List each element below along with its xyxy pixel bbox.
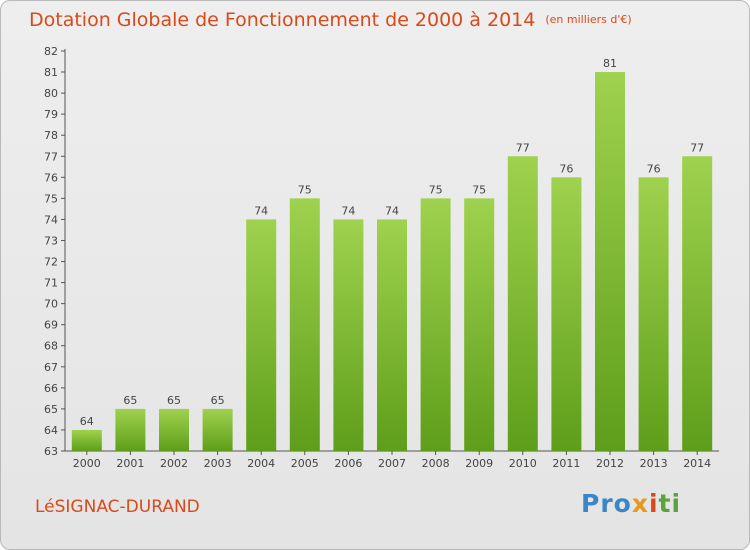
unit-note: (en milliers d'€) [545,13,632,26]
x-tick-label: 2007 [378,457,406,470]
y-tick-label: 76 [44,171,58,184]
bar-value-label: 65 [123,394,137,407]
x-tick-label: 2012 [596,457,624,470]
bar-2011 [551,177,582,451]
x-tick-label: 2005 [291,457,319,470]
bar-value-label: 75 [472,183,486,196]
bar-value-label: 76 [647,162,661,175]
bar-value-label: 75 [298,183,312,196]
bar-2006 [333,219,364,451]
bar-value-label: 74 [341,204,355,217]
y-tick-label: 75 [44,192,58,205]
y-tick-label: 72 [44,256,58,269]
x-tick-label: 2011 [552,457,580,470]
x-tick-label: 2003 [204,457,232,470]
y-tick-label: 71 [44,277,58,290]
x-tick-label: 2006 [334,457,362,470]
logo-part-1: Pro [581,489,632,518]
x-tick-label: 2013 [640,457,668,470]
y-tick-label: 79 [44,108,58,121]
bar-value-label: 65 [167,394,181,407]
y-tick-label: 80 [44,87,58,100]
y-tick-label: 77 [44,150,58,163]
y-tick-label: 64 [44,424,58,437]
bar-value-label: 76 [559,162,573,175]
bar-2014 [682,156,713,451]
bar-value-label: 81 [603,57,617,70]
logo-part-2: x [631,489,649,518]
y-tick-label: 65 [44,403,58,416]
y-tick-label: 66 [44,382,58,395]
y-tick-label: 67 [44,361,58,374]
bar-2008 [420,198,451,451]
x-tick-label: 2009 [465,457,493,470]
y-tick-label: 70 [44,298,58,311]
bar-value-label: 77 [516,141,530,154]
y-tick-label: 74 [44,213,58,226]
bar-2004 [246,219,277,451]
y-tick-label: 82 [44,45,58,58]
bar-2010 [507,156,538,451]
bar-2009 [464,198,495,451]
bar-2002 [159,408,189,451]
y-tick-label: 78 [44,129,58,142]
x-tick-label: 2000 [73,457,101,470]
x-tick-label: 2008 [422,457,450,470]
y-tick-label: 69 [44,319,58,332]
x-tick-label: 2010 [509,457,537,470]
place-name: LéSIGNAC-DURAND [35,497,200,517]
bar-2012 [595,72,625,451]
title-text: Dotation Globale de Fonctionnement de 20… [29,9,536,31]
bar-2005 [289,198,320,451]
bar-value-label: 75 [429,183,443,196]
x-tick-label: 2014 [683,457,711,470]
bar-2013 [638,177,669,451]
bar-value-label: 74 [254,204,268,217]
bar-2000 [71,429,102,451]
x-tick-label: 2004 [247,457,275,470]
y-tick-label: 73 [44,234,58,247]
bar-value-label: 65 [211,394,225,407]
bar-value-label: 77 [690,141,704,154]
bar-2001 [115,408,146,451]
logo-part-4: ti [658,489,682,518]
logo-part-3: i [648,489,659,518]
x-tick-label: 2002 [160,457,188,470]
proxiti-logo[interactable]: Proxiti [581,489,681,518]
bar-value-label: 74 [385,204,399,217]
x-tick-label: 2001 [116,457,144,470]
y-tick-label: 68 [44,340,58,353]
y-tick-label: 63 [44,445,58,458]
bar-value-label: 64 [80,415,94,428]
y-tick-label: 81 [44,66,58,79]
bar-2007 [377,219,407,451]
bar-2003 [202,408,233,451]
chart-title: Dotation Globale de Fonctionnement de 20… [29,9,632,31]
